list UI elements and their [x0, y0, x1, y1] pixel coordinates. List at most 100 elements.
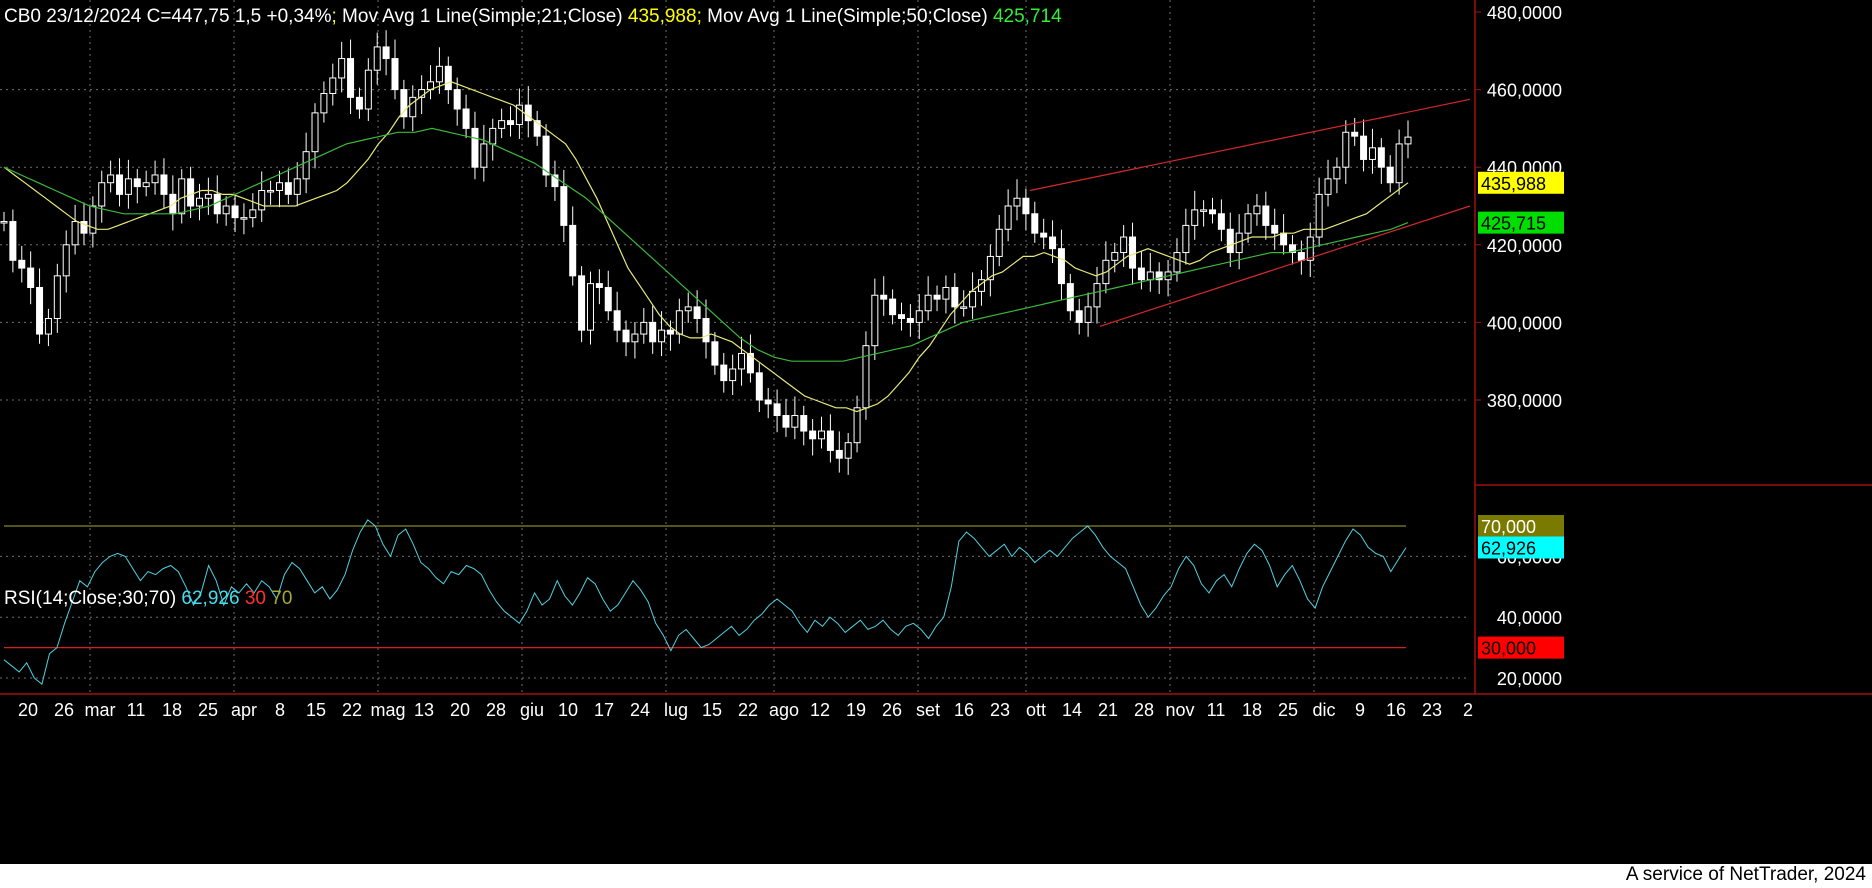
x-label-17: 24 — [630, 700, 650, 720]
x-label-18: lug — [664, 700, 688, 720]
candle-body-31 — [275, 182, 283, 191]
candle-body-156 — [1386, 166, 1394, 184]
x-label-25: set — [916, 700, 940, 720]
candle-body-137 — [1217, 213, 1225, 230]
candle-body-61 — [542, 135, 550, 176]
candle-body-154 — [1368, 147, 1376, 160]
candle-body-136 — [1209, 209, 1217, 215]
candle-body-8 — [71, 221, 79, 246]
x-label-13: 28 — [486, 700, 506, 720]
candle-body-25 — [222, 205, 230, 215]
rsi-tag-30-label: 30,000 — [1481, 639, 1536, 659]
trendline-0 — [1029, 98, 1471, 192]
ma21-value: 435,988 — [627, 6, 697, 27]
candle-body-116 — [1031, 213, 1039, 234]
candle-body-14 — [124, 178, 132, 195]
candle-body-62 — [551, 174, 559, 188]
candle-body-111 — [986, 255, 994, 281]
candle-body-113 — [1004, 205, 1012, 230]
candle-body-30 — [267, 189, 275, 193]
candle-body-46 — [409, 96, 417, 118]
x-label-2: mar — [85, 700, 116, 720]
candle-body-65 — [578, 275, 586, 331]
x-label-16: 17 — [594, 700, 614, 720]
candle-body-28 — [249, 209, 257, 219]
x-label-14: giu — [520, 700, 544, 720]
rsi-line — [3, 519, 1407, 685]
candle-body-20 — [178, 178, 186, 215]
rsi-tick-label-1: 40,0000 — [1497, 608, 1562, 628]
candle-body-99 — [880, 294, 888, 300]
candle-body-38 — [338, 58, 346, 79]
candle-body-82 — [729, 368, 737, 382]
candle-body-23 — [204, 193, 212, 199]
candle-body-37 — [329, 77, 337, 94]
ma50-value: 425,714 — [992, 6, 1062, 27]
candle-body-140 — [1244, 213, 1252, 234]
candle-body-56 — [498, 120, 506, 129]
candle-body-66 — [586, 283, 594, 331]
header-sep-2: ; — [696, 6, 702, 27]
candle-body-16 — [142, 182, 150, 188]
candle-body-122 — [1084, 306, 1092, 323]
candle-body-52 — [462, 108, 470, 129]
candle-body-103 — [915, 310, 923, 323]
candle-body-77 — [684, 306, 692, 312]
candle-body-39 — [347, 58, 355, 98]
candle-body-85 — [755, 372, 763, 401]
candle-body-81 — [720, 364, 728, 382]
candle-body-27 — [240, 217, 248, 220]
rsi-value: 62,926 — [181, 588, 240, 609]
candle-body-73 — [649, 321, 657, 343]
x-label-27: 23 — [990, 700, 1010, 720]
ma50-label: Mov Avg 1 Line(Simple;50;Close) — [701, 6, 993, 27]
candle-body-148 — [1315, 193, 1323, 238]
candle-body-5 — [44, 318, 52, 335]
candle-body-134 — [1191, 209, 1199, 226]
candle-body-92 — [818, 430, 826, 440]
candle-body-26 — [231, 205, 239, 219]
x-label-28: ott — [1026, 700, 1046, 720]
x-label-15: 10 — [558, 700, 578, 720]
candle-body-79 — [702, 318, 710, 343]
price-tag-bg-0 — [1478, 171, 1564, 194]
candle-body-3 — [27, 267, 35, 288]
candle-body-125 — [1111, 252, 1119, 261]
x-label-22: 12 — [810, 700, 830, 720]
candle-body-15 — [133, 178, 141, 188]
candle-body-69 — [613, 310, 621, 331]
candle-body-149 — [1324, 178, 1332, 195]
x-label-0: 20 — [18, 700, 38, 720]
candle-body-68 — [604, 286, 612, 312]
price-tick-label-0: 380,0000 — [1487, 391, 1562, 411]
candle-body-7 — [62, 244, 70, 277]
rsi-tag-value-label: 62,926 — [1481, 539, 1536, 559]
candle-body-44 — [391, 58, 399, 91]
candle-body-12 — [107, 174, 115, 184]
candle-body-13 — [116, 174, 124, 195]
candle-body-119 — [1057, 248, 1065, 285]
candle-body-94 — [835, 449, 843, 459]
candle-body-152 — [1351, 131, 1359, 137]
candle-body-126 — [1120, 236, 1128, 254]
candle-body-22 — [195, 197, 203, 207]
candle-body-102 — [906, 318, 914, 323]
candle-body-55 — [489, 127, 497, 145]
candle-body-2 — [18, 259, 26, 269]
candle-body-54 — [480, 143, 488, 168]
candle-body-36 — [320, 92, 328, 114]
price-tag-bg-1 — [1478, 211, 1564, 234]
x-label-1: 26 — [54, 700, 74, 720]
candle-body-107 — [951, 286, 959, 308]
candle-body-63 — [560, 186, 568, 226]
candle-body-93 — [826, 430, 834, 451]
rsi-label: RSI(14;Close;30;70) — [4, 588, 182, 609]
x-label-3: 11 — [127, 700, 146, 720]
candle-body-51 — [453, 89, 461, 110]
rsi-high: 70 — [265, 588, 293, 609]
candle-body-43 — [382, 46, 390, 60]
price-chart-header: CB0 23/12/2024 C=447,75 1,5 +0,34%; Mov … — [4, 6, 1062, 28]
trendline-1 — [1099, 205, 1471, 327]
